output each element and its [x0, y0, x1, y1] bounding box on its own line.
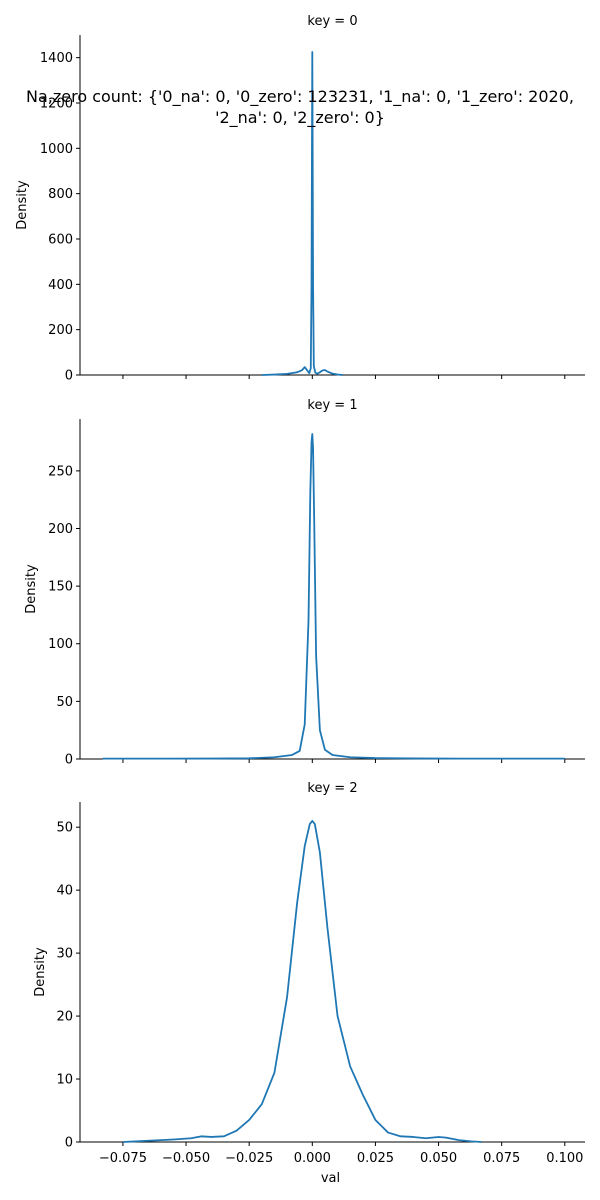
y-tick-label-1-4: 200: [48, 522, 73, 537]
y-tick-label-2-4: 40: [56, 884, 73, 899]
y-tick-label-2-3: 30: [56, 947, 73, 962]
y-axis-label-1: Density: [24, 564, 39, 614]
x-tick-label-0: −0.075: [99, 1151, 147, 1166]
y-tick-label-0-2: 400: [48, 278, 73, 293]
y-axis-label-0: Density: [15, 180, 30, 230]
y-tick-label-2-1: 10: [56, 1073, 73, 1088]
y-tick-label-0-4: 800: [48, 187, 73, 202]
panel-title-1: key = 1: [307, 398, 357, 413]
x-tick-label-2: −0.025: [225, 1151, 273, 1166]
y-tick-label-1-3: 150: [48, 580, 73, 595]
y-tick-label-0-7: 1400: [40, 51, 73, 66]
x-tick-label-5: 0.050: [420, 1151, 457, 1166]
density-line-1: [102, 433, 565, 760]
panel-title-0: key = 0: [307, 14, 357, 29]
y-tick-label-1-2: 100: [48, 637, 73, 652]
y-tick-label-2-5: 50: [56, 821, 73, 836]
y-tick-label-0-1: 200: [48, 323, 73, 338]
x-tick-label-7: 0.100: [546, 1151, 583, 1166]
density-line-0: [261, 51, 343, 376]
x-tick-label-6: 0.075: [483, 1151, 520, 1166]
y-tick-label-1-1: 50: [56, 695, 73, 710]
y-tick-label-0-0: 0: [65, 369, 73, 384]
y-tick-label-2-0: 0: [65, 1136, 73, 1151]
x-tick-label-1: −0.050: [162, 1151, 210, 1166]
x-tick-label-3: 0.000: [294, 1151, 331, 1166]
y-axis-label-2: Density: [33, 947, 48, 997]
panel-title-2: key = 2: [307, 781, 357, 796]
density-line-2: [122, 819, 482, 1143]
x-tick-label-4: 0.025: [357, 1151, 394, 1166]
y-tick-label-0-3: 600: [48, 233, 73, 248]
x-axis-label: val: [321, 1171, 340, 1186]
y-tick-label-0-5: 1000: [40, 142, 73, 157]
y-tick-label-0-6: 1200: [40, 97, 73, 112]
y-tick-label-1-0: 0: [65, 753, 73, 768]
y-tick-label-2-2: 20: [56, 1010, 73, 1025]
y-tick-label-1-5: 250: [48, 464, 73, 479]
